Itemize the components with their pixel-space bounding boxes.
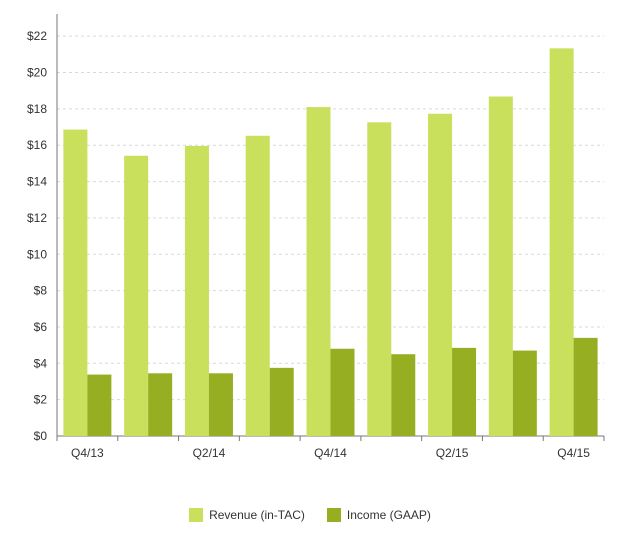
bar-income-Q3-15[interactable] — [512, 350, 537, 436]
y-tick-label: $10 — [27, 247, 47, 261]
bar-income-Q1-14[interactable] — [148, 373, 173, 436]
x-tick-label: Q4/15 — [557, 446, 590, 460]
x-tick-label: Q4/13 — [71, 446, 104, 460]
bar-income-Q4-13[interactable] — [87, 374, 112, 436]
y-tick-label: $18 — [27, 102, 47, 116]
bar-revenue-Q1-14[interactable] — [124, 155, 149, 437]
bar-revenue-Q2-14[interactable] — [184, 145, 209, 437]
y-tick-label: $4 — [34, 356, 48, 370]
legend-item-revenue[interactable]: Revenue (in-TAC) — [189, 508, 305, 522]
bar-revenue-Q4-14[interactable] — [306, 107, 331, 436]
y-tick-label: $20 — [27, 66, 47, 80]
bar-income-Q4-15[interactable] — [573, 337, 598, 436]
bar-revenue-Q4-15[interactable] — [549, 48, 574, 436]
legend-swatch-revenue — [189, 508, 204, 522]
bar-revenue-Q3-14[interactable] — [245, 135, 270, 436]
y-tick-label: $2 — [34, 393, 48, 407]
bar-income-Q1-15[interactable] — [391, 354, 416, 436]
y-tick-label: $22 — [27, 29, 47, 43]
bar-revenue-Q4-13[interactable] — [63, 129, 88, 436]
y-tick-label: $8 — [34, 284, 48, 298]
bar-revenue-Q3-15[interactable] — [488, 96, 513, 437]
legend-item-income[interactable]: Income (GAAP) — [326, 508, 431, 522]
bar-income-Q2-14[interactable] — [208, 373, 233, 436]
bar-income-Q4-14[interactable] — [330, 348, 355, 436]
legend-label-revenue: Revenue (in-TAC) — [209, 508, 305, 522]
y-tick-label: $6 — [34, 320, 48, 334]
legend: Revenue (in-TAC) Income (GAAP) — [0, 508, 620, 522]
legend-label-income: Income (GAAP) — [346, 508, 431, 522]
x-tick-label: Q2/14 — [193, 446, 226, 460]
bar-chart: $0 $2 $4 $6 $8 $10 $12 $14 $16 $18 $20 $22 Q4/13 Q2/1… — [27, 14, 605, 460]
y-tick-label: $16 — [27, 138, 47, 152]
bar-income-Q3-14[interactable] — [269, 367, 294, 436]
bar-revenue-Q1-15[interactable] — [367, 122, 392, 436]
bar-income-Q2-15[interactable] — [452, 347, 477, 436]
legend-swatch-income — [326, 508, 341, 522]
bar-revenue-Q2-15[interactable] — [428, 113, 453, 436]
x-tick-label: Q4/14 — [314, 446, 347, 460]
y-tick-label: $0 — [34, 429, 48, 443]
y-tick-label: $14 — [27, 175, 47, 189]
x-tick-label: Q2/15 — [436, 446, 469, 460]
y-tick-label: $12 — [27, 211, 47, 225]
